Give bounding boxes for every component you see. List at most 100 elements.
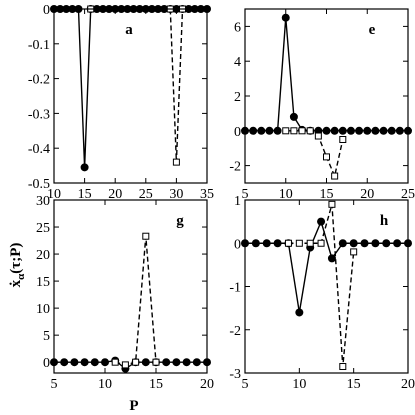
panel-e: 5 10 15 20 25 -2 0 2 4 6 e xyxy=(229,8,415,202)
x-tick-label: 10 xyxy=(279,187,293,202)
plot-frame xyxy=(53,199,208,374)
series-line-dashed xyxy=(285,130,344,179)
y-tick-label: -0.1 xyxy=(28,38,50,53)
data-point-square xyxy=(142,232,150,240)
data-point-square xyxy=(350,248,358,256)
panel-label: e xyxy=(369,22,376,38)
x-tick-label: 5 xyxy=(242,187,249,202)
data-point-circle xyxy=(101,358,109,367)
x-tick-label: 30 xyxy=(169,187,183,202)
plot-frame xyxy=(53,8,208,184)
y-tick-label: -2 xyxy=(229,324,241,339)
data-point-circle xyxy=(182,358,191,367)
y-tick-label: -3 xyxy=(229,367,241,382)
x-tick-label: 20 xyxy=(108,187,122,202)
data-point-circle xyxy=(90,358,99,367)
data-point-circle xyxy=(251,239,260,248)
data-point-circle xyxy=(317,217,326,226)
data-point-circle xyxy=(346,126,355,135)
y-tick-label: 6 xyxy=(234,20,241,35)
data-point-square xyxy=(317,239,325,247)
data-point-square xyxy=(284,239,292,247)
data-point-circle xyxy=(289,112,298,121)
x-tick-label: 15 xyxy=(320,187,334,202)
x-tick-label: 35 xyxy=(200,187,214,202)
x-tick-label: 10 xyxy=(47,187,61,202)
series-line-solid xyxy=(54,359,207,370)
y-tick-label: 2 xyxy=(234,90,241,105)
series-line-dashed xyxy=(115,236,157,366)
x-tick-label: 10 xyxy=(98,377,112,392)
y-tick-label: -0.3 xyxy=(28,107,50,122)
data-point-circle xyxy=(172,358,181,367)
data-point-square xyxy=(306,239,314,247)
data-point-square xyxy=(282,127,290,135)
series-line-solid xyxy=(54,9,207,168)
y-tick-label: -0.2 xyxy=(28,73,50,88)
data-point-circle xyxy=(162,358,171,367)
y-tick-label: -2 xyxy=(229,160,241,175)
data-point-square xyxy=(111,358,119,366)
series-group xyxy=(54,9,207,168)
data-point-circle xyxy=(327,254,336,263)
data-point-circle xyxy=(192,358,201,367)
x-tick-label: 25 xyxy=(139,187,153,202)
data-point-square xyxy=(172,158,180,166)
y-axis-label: ẋα(τ;P) xyxy=(8,243,27,288)
data-point-circle xyxy=(295,308,304,317)
data-point-circle xyxy=(349,239,358,248)
series-line-dashed xyxy=(288,204,355,367)
data-point-circle xyxy=(338,126,347,135)
data-point-square xyxy=(295,239,303,247)
data-point-square xyxy=(298,127,306,135)
panel-label: a xyxy=(125,22,133,38)
data-point-circle xyxy=(273,239,282,248)
data-point-circle xyxy=(60,358,69,367)
y-axis-label-main: ẋ xyxy=(8,279,24,287)
data-point-square xyxy=(328,200,336,208)
data-point-circle xyxy=(257,126,266,135)
x-tick-label: 20 xyxy=(200,377,214,392)
data-point-circle xyxy=(80,358,89,367)
data-point-circle xyxy=(371,239,380,248)
x-tick-label: 5 xyxy=(51,377,58,392)
y-tick-label: 4 xyxy=(234,55,241,70)
data-point-circle xyxy=(393,239,402,248)
y-axis-label-sub: α xyxy=(15,273,27,280)
x-tick-label: 15 xyxy=(347,377,361,392)
data-point-circle xyxy=(387,126,396,135)
x-tick-label: 20 xyxy=(360,187,374,202)
data-point-circle xyxy=(322,126,331,135)
x-tick-label: 5 xyxy=(242,377,249,392)
data-point-square xyxy=(339,136,347,143)
data-point-circle xyxy=(80,163,89,172)
y-tick-label: 0 xyxy=(43,356,50,371)
data-point-circle xyxy=(265,126,274,135)
plot-frame xyxy=(244,8,409,184)
x-tick-label: 15 xyxy=(149,377,163,392)
svg-text:ẋα(τ;P): ẋα(τ;P) xyxy=(8,243,27,288)
data-point-square xyxy=(290,127,298,135)
y-tick-label: 20 xyxy=(36,248,50,263)
data-point-square xyxy=(152,358,160,366)
series-group xyxy=(54,236,207,370)
plot-frame xyxy=(244,199,409,374)
data-point-circle xyxy=(371,126,380,135)
x-tick-label: 10 xyxy=(292,377,306,392)
data-point-circle xyxy=(379,126,388,135)
y-tick-label: -0.5 xyxy=(28,177,50,192)
panel-a: 10 15 20 25 30 35 -0.5 -0.4 -0.3 -0.2 -0.1 0 a xyxy=(28,3,214,202)
y-tick-label: -0.4 xyxy=(28,142,50,157)
x-axis-label: P xyxy=(129,398,138,414)
data-point-circle xyxy=(249,126,258,135)
y-tick-label: 0 xyxy=(234,125,241,140)
series-line-dashed xyxy=(90,9,184,163)
panel-label: g xyxy=(176,213,184,229)
data-point-square xyxy=(306,127,314,135)
x-tick-label: 20 xyxy=(401,377,415,392)
data-point-square xyxy=(323,153,330,161)
data-point-circle xyxy=(382,239,391,248)
